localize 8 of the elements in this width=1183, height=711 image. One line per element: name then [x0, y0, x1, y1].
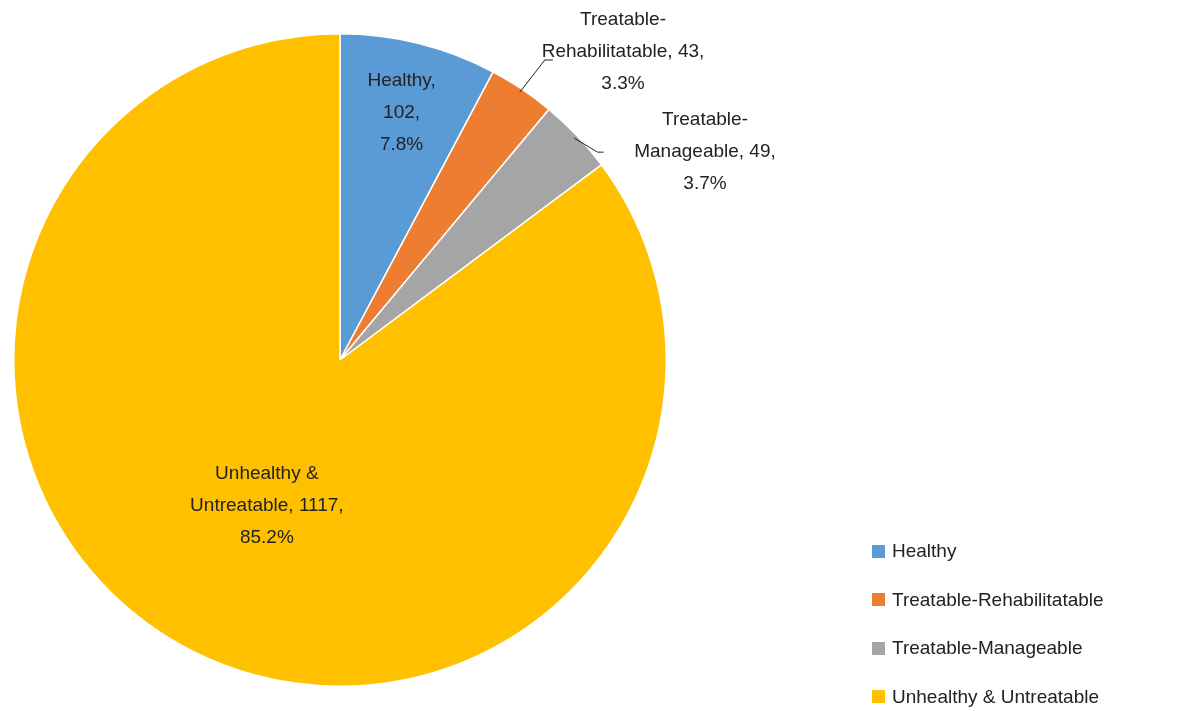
legend-label: Healthy	[892, 540, 957, 563]
data-label: Healthy, 102, 7.8%	[367, 69, 436, 155]
legend-label: Treatable-Rehabilitatable	[892, 588, 1104, 611]
data-label: Treatable- Rehabilitatable, 43, 3.3%	[541, 8, 705, 94]
legend-label: Unhealthy & Untreatable	[892, 685, 1100, 708]
data-label: Treatable- Manageable, 49, 3.7%	[634, 108, 776, 194]
legend-label: Treatable-Manageable	[892, 637, 1083, 660]
data-label: Unhealthy & Untreatable, 1117, 85.2%	[190, 462, 344, 548]
